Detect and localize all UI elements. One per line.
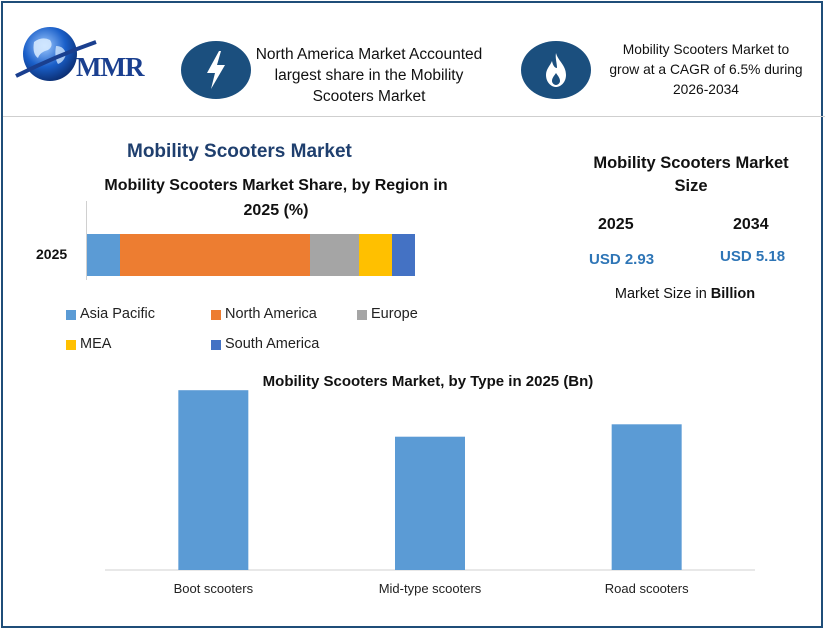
type-bar-mid-type-scooters <box>395 436 465 570</box>
market-size-unit-note: Market Size in Billion <box>600 286 770 302</box>
type-category-label: Road scooters <box>605 581 689 596</box>
unit-note-bold: Billion <box>710 286 756 302</box>
region-stacked-bar <box>87 234 417 276</box>
legend-label: South America <box>225 336 320 352</box>
value-2034: USD 5.18 <box>720 248 786 265</box>
region-segment-europe <box>310 234 360 276</box>
unit-note-prefix: Market Size in <box>614 286 711 302</box>
region-segment-south-america <box>392 234 415 276</box>
legend-swatch <box>211 340 221 350</box>
callout-cagr: Mobility Scooters Market to grow at a CA… <box>609 42 803 97</box>
region-chart-title: Mobility Scooters Market Share, by Regio… <box>104 177 448 219</box>
year-2034-label: 2034 <box>733 216 769 233</box>
legend-swatch <box>211 310 221 320</box>
market-title: Mobility Scooters Market <box>127 141 352 162</box>
mmr-logo <box>12 24 162 88</box>
legend-swatch <box>66 310 76 320</box>
flame-icon <box>521 41 591 99</box>
header-divider <box>3 116 825 117</box>
legend-swatch <box>66 340 76 350</box>
value-2025: USD 2.93 <box>589 251 655 268</box>
logo-text: MMR <box>76 52 144 82</box>
region-segment-mea <box>359 234 393 276</box>
region-chart-category-label: 2025 <box>36 246 68 262</box>
type-category-label: Boot scooters <box>174 581 254 596</box>
lightning-icon <box>181 41 251 99</box>
legend-label: MEA <box>80 336 112 352</box>
legend-label: Europe <box>371 306 418 322</box>
region-chart-axis <box>86 201 87 280</box>
type-bar-road-scooters <box>611 424 682 570</box>
type-category-label: Mid-type scooters <box>379 581 482 596</box>
legend-label: North America <box>225 306 317 322</box>
type-bar-boot-scooters <box>178 390 249 570</box>
legend-swatch <box>357 310 367 320</box>
market-size-title: Mobility Scooters Market Size <box>593 154 789 195</box>
legend-label: Asia Pacific <box>80 306 155 322</box>
region-segment-north-america <box>119 234 311 276</box>
region-segment-asia-pacific <box>87 234 120 276</box>
type-chart-title: Mobility Scooters Market, by Type in 202… <box>262 373 594 390</box>
callout-north-america: North America Market Accounted largest s… <box>255 46 483 105</box>
year-2025-label: 2025 <box>598 216 634 233</box>
